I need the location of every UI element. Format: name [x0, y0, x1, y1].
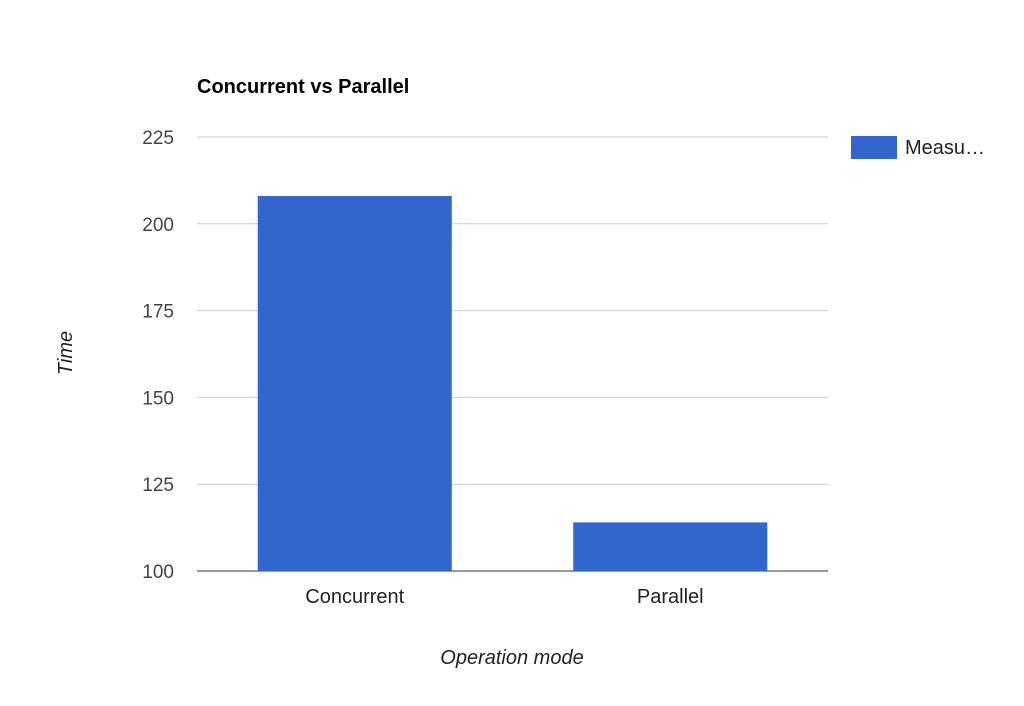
- bar: [257, 196, 452, 572]
- x-axis-title: Operation mode: [440, 647, 583, 669]
- y-axis-title: Time: [55, 331, 77, 375]
- bars: [257, 196, 768, 572]
- y-tick-label: 125: [142, 475, 174, 496]
- legend-label: Measu…: [905, 137, 985, 159]
- y-tick-label: 150: [142, 388, 174, 409]
- x-category-label: Concurrent: [305, 586, 404, 608]
- legend: Measu…: [851, 136, 985, 159]
- y-tick-label: 225: [142, 128, 174, 149]
- x-category-label: Parallel: [637, 586, 704, 608]
- y-tick-label: 200: [142, 215, 174, 236]
- legend-swatch: [851, 136, 897, 159]
- x-axis-categories: Concurrent Parallel: [305, 586, 703, 608]
- bar: [573, 522, 768, 571]
- chart-title: Concurrent vs Parallel: [197, 76, 409, 98]
- y-axis-ticks: 100 125 150 175 200 225: [142, 128, 174, 583]
- y-tick-label: 175: [142, 302, 174, 323]
- y-tick-label: 100: [142, 562, 174, 583]
